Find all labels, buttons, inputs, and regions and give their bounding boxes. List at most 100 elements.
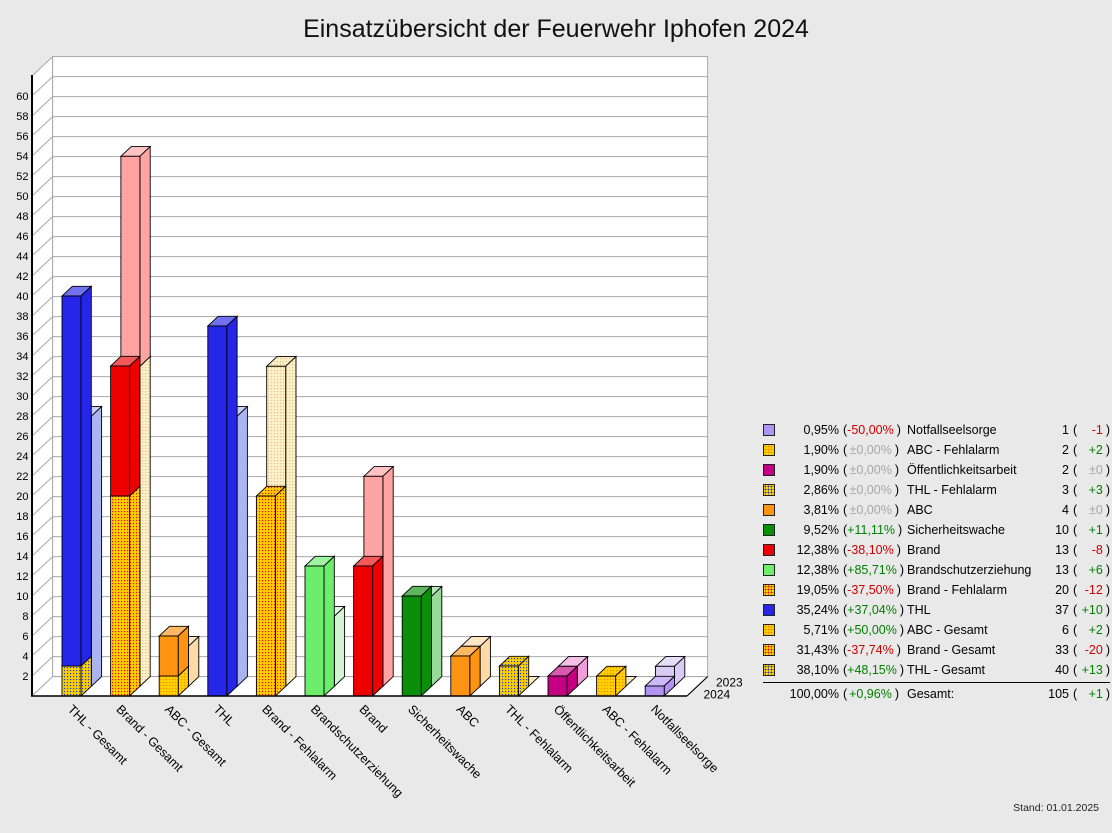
legend-count: 3 bbox=[1062, 483, 1069, 497]
bar-side-face bbox=[431, 585, 443, 688]
legend-count: 2 bbox=[1062, 463, 1069, 477]
bar-group-10 bbox=[498, 655, 541, 698]
legend-row: 1,90%(±0,00%) ABC - Fehlalarm 2(+2) bbox=[763, 440, 1110, 460]
legend-percent: 19,05% bbox=[796, 583, 839, 597]
legend-swatch-abc bbox=[763, 504, 775, 516]
legend-count: 1 bbox=[1062, 423, 1069, 437]
legend-label: Brandschutzerziehung bbox=[907, 563, 1032, 577]
grid-line-wall bbox=[31, 216, 53, 237]
legend-row: 0,95%(-50,00%) Notfallseelsorge 1(-1) bbox=[763, 420, 1110, 440]
bar-group-11 bbox=[546, 655, 589, 698]
bar-front-face bbox=[353, 565, 374, 697]
grid-line-wall bbox=[31, 236, 53, 257]
legend-count: 4 bbox=[1062, 503, 1069, 517]
bar-group-9 bbox=[449, 635, 492, 698]
legend-table: 0,95%(-50,00%) Notfallseelsorge 1(-1) 1,90%… bbox=[763, 420, 1110, 704]
bar-group-8 bbox=[401, 585, 443, 698]
bar-front-face bbox=[644, 685, 665, 697]
legend-row: 2,86%(±0,00%) THL - Fehlalarm 3(+3) bbox=[763, 480, 1110, 500]
legend-swatch-brand_f bbox=[763, 644, 775, 656]
legend-label: Brand - Gesamt bbox=[907, 643, 996, 657]
bar-group-3 bbox=[158, 625, 200, 698]
legend-percent: 31,43% bbox=[796, 643, 839, 657]
legend-swatch-abc_f bbox=[763, 624, 775, 636]
grid-line-wall bbox=[31, 656, 53, 677]
bar-side-face bbox=[90, 405, 103, 688]
axes bbox=[31, 75, 708, 697]
bar-side-face bbox=[236, 405, 248, 688]
y-tick-label: 46 bbox=[16, 231, 28, 243]
legend-swatch-sich bbox=[763, 524, 775, 536]
y-tick-label: 6 bbox=[22, 631, 28, 643]
bar-front-face bbox=[158, 675, 179, 697]
grid-line-wall bbox=[31, 536, 53, 557]
legend-row: 38,10%(+48,15%) THL - Gesamt 40(+13) bbox=[763, 660, 1110, 680]
bar-side-face bbox=[372, 555, 384, 698]
y-tick-label: 32 bbox=[16, 371, 28, 383]
legend-swatch-oeff bbox=[763, 464, 775, 476]
y-tick-label: 40 bbox=[16, 291, 28, 303]
legend-swatch-notf bbox=[763, 424, 775, 436]
legend-count: 2 bbox=[1062, 443, 1069, 457]
bar-front-face bbox=[401, 595, 422, 697]
x-category-label: ABC bbox=[454, 702, 482, 730]
year-label-front: 2024 bbox=[704, 688, 731, 702]
grid-line-wall bbox=[31, 296, 53, 317]
y-tick-label: 48 bbox=[16, 211, 28, 223]
bar-group-5 bbox=[255, 355, 298, 698]
grid-line-wall bbox=[31, 256, 53, 277]
legend-row: 19,05%(-37,50%) Brand - Fehlalarm 20(-12) bbox=[763, 580, 1110, 600]
y-tick-label: 22 bbox=[16, 471, 28, 483]
x-category-label: Öffentlichkeitsarbeit bbox=[551, 702, 639, 790]
legend-percent: 0,95% bbox=[803, 423, 839, 437]
y-tick-label: 54 bbox=[16, 151, 28, 163]
grid-line-wall bbox=[31, 456, 53, 477]
legend-percent: 38,10% bbox=[796, 663, 839, 677]
chart-title: Einsatzübersicht der Feuerwehr Iphofen 2… bbox=[303, 15, 809, 43]
y-axis-ticks: 2468101214161820222426283032343638404244… bbox=[16, 91, 28, 683]
bar-front-face bbox=[207, 325, 228, 697]
legend-label: Öffentlichkeitsarbeit bbox=[907, 463, 1017, 477]
grid-line-wall bbox=[31, 176, 53, 197]
grid-line-wall bbox=[31, 516, 53, 537]
y-tick-label: 28 bbox=[16, 411, 28, 423]
y-tick-label: 58 bbox=[16, 111, 28, 123]
y-tick-label: 2 bbox=[22, 671, 28, 683]
grid-line-wall bbox=[31, 156, 53, 177]
grid-line-wall bbox=[31, 316, 53, 337]
legend-percent: 9,52% bbox=[803, 523, 839, 537]
y-tick-label: 18 bbox=[16, 511, 28, 523]
grid-line-wall bbox=[31, 616, 53, 637]
legend-count: 13 bbox=[1055, 543, 1069, 557]
legend-count: 33 bbox=[1055, 643, 1069, 657]
legend-total-row: 100,00%(+0,96%) Gesamt: 105(+1) bbox=[763, 682, 1110, 704]
grid-line-wall bbox=[31, 76, 53, 97]
bar-group-2 bbox=[109, 145, 152, 698]
legend-label: Gesamt: bbox=[907, 687, 955, 701]
legend-count: 20 bbox=[1055, 583, 1069, 597]
grid-line-wall bbox=[31, 416, 53, 437]
bar-group-6 bbox=[303, 555, 346, 698]
y-tick-label: 38 bbox=[16, 311, 28, 323]
x-category-label: Brand bbox=[356, 702, 390, 736]
legend-swatch-abc_f bbox=[763, 444, 775, 456]
bar-front-face bbox=[255, 495, 276, 697]
legend-swatch-bse bbox=[763, 564, 775, 576]
bar-side-face bbox=[274, 485, 287, 698]
legend-row: 3,81%(±0,00%) ABC 4(±0) bbox=[763, 500, 1110, 520]
legend-row: 12,38%(-38,10%) Brand 13(-8) bbox=[763, 540, 1110, 560]
legend-percent: 5,71% bbox=[803, 623, 839, 637]
bar-group-13 bbox=[644, 655, 686, 698]
y-tick-label: 20 bbox=[16, 491, 28, 503]
legend-percent: 1,90% bbox=[803, 443, 839, 457]
y-tick-label: 34 bbox=[16, 351, 28, 363]
grid-line-wall bbox=[31, 576, 53, 597]
legend-row: 5,71%(+50,00%) ABC - Gesamt 6(+2) bbox=[763, 620, 1110, 640]
x-category-label: Brandschutzerziehung bbox=[308, 702, 406, 800]
legend-label: Brand bbox=[907, 543, 941, 557]
y-tick-label: 16 bbox=[16, 531, 28, 543]
bar-front-face bbox=[596, 675, 617, 697]
bar-front-face bbox=[110, 365, 131, 497]
bar-front-face bbox=[110, 495, 131, 697]
